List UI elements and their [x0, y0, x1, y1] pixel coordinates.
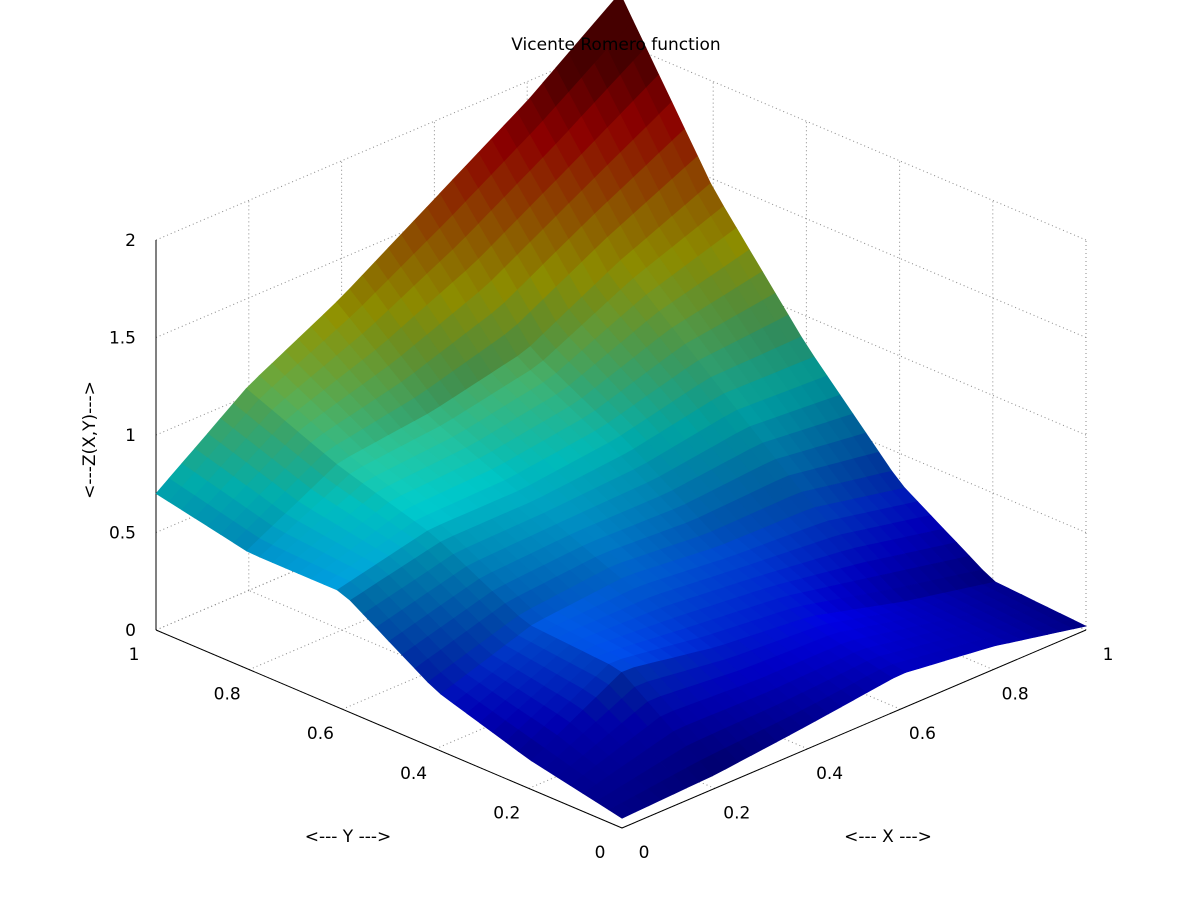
- wall-grid-z2: [619, 236, 1087, 436]
- y-axis-title: <--- Y --->: [305, 827, 392, 847]
- wall-grid-z2: [619, 41, 1087, 241]
- tick-layer: 0 0.2 0.4 0.6 0.8 1 0 0.2 0.4 0.6 0.8 1 0 0.5 1 1.5 2: [109, 231, 1113, 863]
- wall-grid-z: [155, 41, 621, 241]
- z-axis-title: <---Z(X,Y)--->: [80, 381, 100, 499]
- axis-layer: [155, 240, 1087, 829]
- y-tick-label: 0.2: [493, 803, 520, 823]
- z-tick-label: 2: [125, 231, 136, 251]
- y-tick-label: 1: [129, 645, 140, 665]
- y-tick-label: 0: [595, 843, 606, 863]
- x-axis-title: <--- X --->: [844, 827, 932, 847]
- x-tick-label: 1: [1103, 645, 1114, 665]
- y-axis-line: [155, 629, 623, 829]
- z-tick-label: 0.5: [109, 524, 136, 544]
- y-tick-label: 0.8: [214, 685, 241, 705]
- x-tick-label: 0.2: [723, 803, 750, 823]
- wall-grid-z2: [619, 334, 1087, 533]
- x-tick-label: 0.4: [816, 764, 843, 784]
- x-tick-label: 0.8: [1002, 685, 1029, 705]
- x-axis-line: [621, 629, 1087, 829]
- surface-layer: [155, 0, 1087, 819]
- surface-patch: [608, 802, 636, 819]
- z-tick-label: 1: [125, 426, 136, 446]
- x-tick-label: 0.6: [909, 724, 936, 744]
- chart-title: Vicente Romero function: [511, 35, 720, 55]
- x-tick-label: 0: [639, 843, 650, 863]
- y-tick-label: 0.6: [307, 724, 334, 744]
- z-tick-label: 1.5: [109, 329, 136, 349]
- y-tick-label: 0.4: [400, 764, 427, 784]
- wall-grid-z2: [619, 139, 1087, 338]
- z-tick-label: 0: [125, 621, 136, 641]
